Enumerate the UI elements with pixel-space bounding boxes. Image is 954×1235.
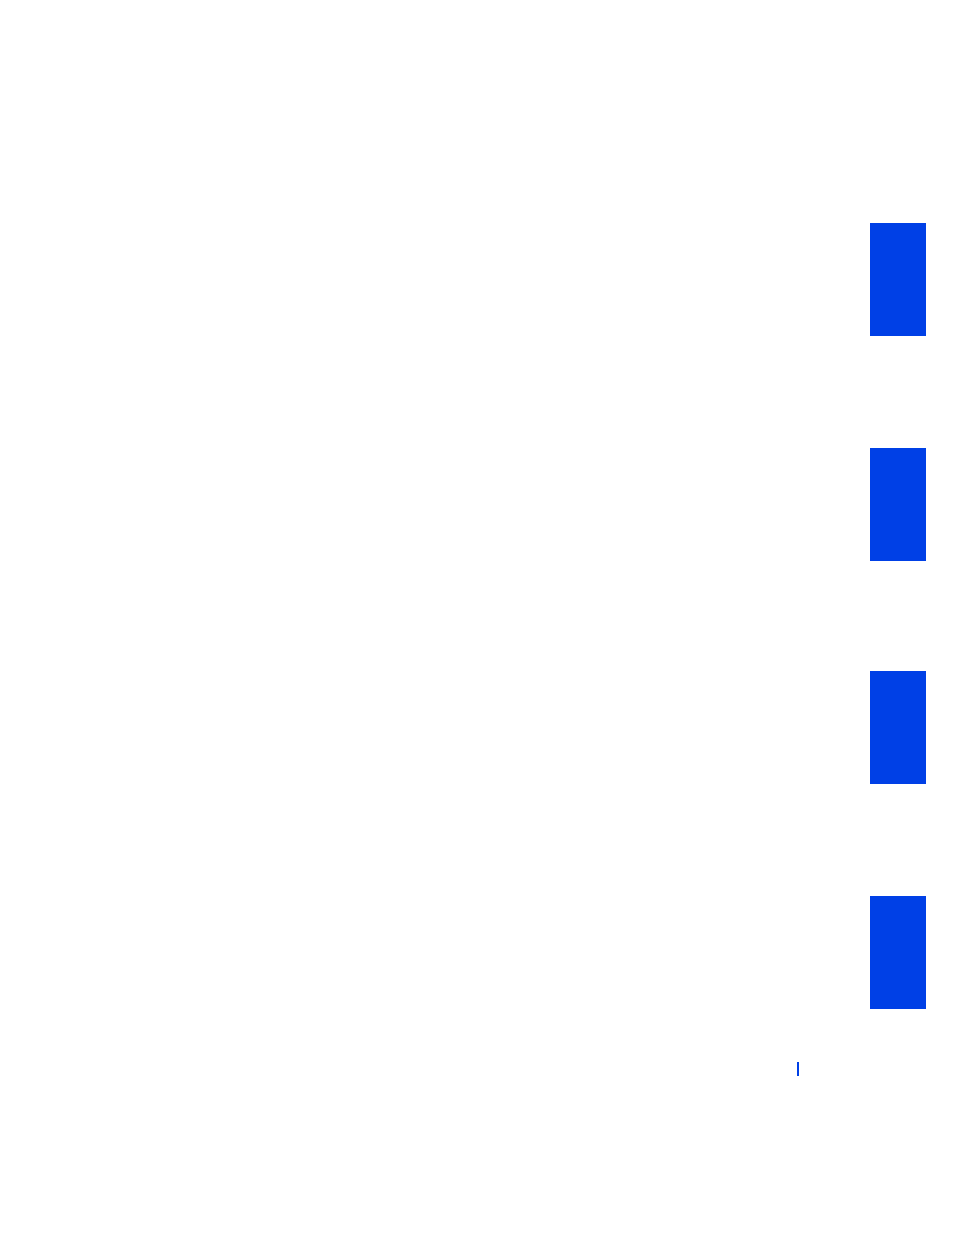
blue-block-4 xyxy=(870,896,926,1009)
blue-block-1 xyxy=(870,223,926,336)
tick-mark xyxy=(797,1062,799,1076)
blue-block-2 xyxy=(870,448,926,561)
blue-block-3 xyxy=(870,671,926,784)
